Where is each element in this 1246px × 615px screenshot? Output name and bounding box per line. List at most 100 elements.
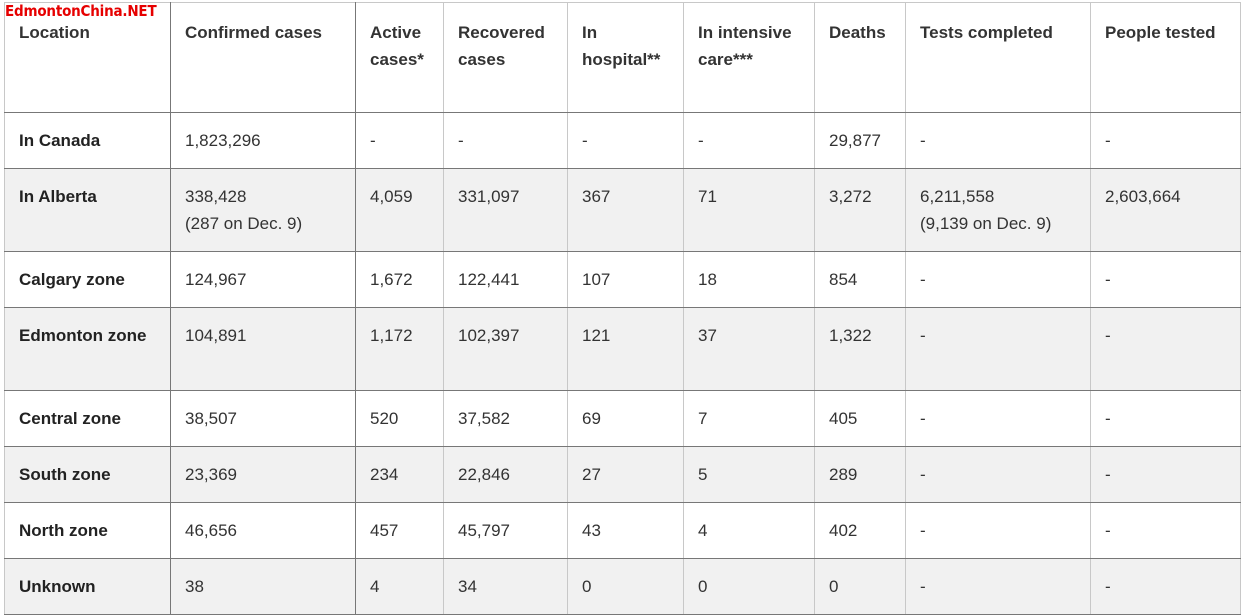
row-confirmed-note: (287 on Dec. 9) [185, 214, 303, 233]
row-confirmed-value: 38 [185, 577, 204, 596]
row-confirmed-cell: 38 [170, 558, 356, 615]
row-location-cell: South zone [4, 446, 171, 503]
row-deaths-value: 289 [829, 465, 858, 484]
row-active-cell: 1,172 [355, 307, 444, 391]
row-active-cell: 234 [355, 446, 444, 503]
row-hospital-value: 367 [582, 187, 611, 206]
table-row: South zone 23,369 234 22,846 27 5 289 - - [4, 446, 1241, 503]
row-hospital-value: 69 [582, 409, 601, 428]
row-location-value: In Canada [19, 131, 101, 150]
row-tests-value: - [920, 326, 926, 345]
row-icu-value: - [698, 131, 704, 150]
table-header-row: Location Confirmed cases Active cases* R… [4, 2, 1241, 113]
header-location: Location [4, 2, 171, 113]
row-location-value: Central zone [19, 409, 122, 428]
row-hospital-cell: - [567, 112, 684, 169]
row-icu-cell: 71 [683, 168, 815, 252]
row-hospital-cell: 69 [567, 390, 684, 447]
row-deaths-value: 402 [829, 521, 858, 540]
row-icu-value: 4 [698, 521, 708, 540]
row-deaths-cell: 854 [814, 251, 906, 308]
table-row: In Alberta 338,428 (287 on Dec. 9) 4,059 331… [4, 168, 1241, 252]
row-tested-cell: - [1090, 307, 1241, 391]
row-icu-cell: 37 [683, 307, 815, 391]
row-icu-value: 7 [698, 409, 708, 428]
row-recovered-value: 37,582 [458, 409, 510, 428]
row-tested-cell: - [1090, 112, 1241, 169]
header-intensive-care: In intensive care*** [683, 2, 815, 113]
row-deaths-value: 29,877 [829, 131, 881, 150]
row-confirmed-value: 124,967 [185, 270, 247, 289]
row-hospital-cell: 107 [567, 251, 684, 308]
row-deaths-cell: 402 [814, 502, 906, 559]
row-deaths-value: 1,322 [829, 326, 872, 345]
row-confirmed-cell: 38,507 [170, 390, 356, 447]
row-deaths-cell: 289 [814, 446, 906, 503]
table-row: Unknown 38 4 34 0 0 0 - - [4, 558, 1241, 615]
row-tested-value: - [1105, 577, 1111, 596]
row-hospital-value: 121 [582, 326, 611, 345]
row-confirmed-cell: 23,369 [170, 446, 356, 503]
row-tested-value: - [1105, 326, 1111, 345]
row-tested-value: - [1105, 270, 1111, 289]
row-location-cell: North zone [4, 502, 171, 559]
row-deaths-value: 0 [829, 577, 839, 596]
row-confirmed-cell: 104,891 [170, 307, 356, 391]
row-tests-value: - [920, 521, 926, 540]
row-active-value: 4,059 [370, 187, 413, 206]
row-confirmed-value: 38,507 [185, 409, 237, 428]
row-tested-value: 2,603,664 [1105, 187, 1181, 206]
row-tests-cell: - [905, 251, 1091, 308]
row-deaths-value: 405 [829, 409, 858, 428]
row-active-value: 520 [370, 409, 399, 428]
row-icu-value: 71 [698, 187, 717, 206]
row-location-cell: Calgary zone [4, 251, 171, 308]
header-in-hospital: In hospital** [567, 2, 684, 113]
row-confirmed-cell: 1,823,296 [170, 112, 356, 169]
row-hospital-value: 0 [582, 577, 592, 596]
row-location-value: North zone [19, 521, 108, 540]
row-hospital-cell: 43 [567, 502, 684, 559]
row-active-value: 1,172 [370, 326, 413, 345]
row-hospital-cell: 0 [567, 558, 684, 615]
row-recovered-cell: 34 [443, 558, 568, 615]
row-confirmed-value: 46,656 [185, 521, 237, 540]
row-tests-value: - [920, 577, 926, 596]
row-deaths-cell: 405 [814, 390, 906, 447]
row-hospital-cell: 27 [567, 446, 684, 503]
table-row: Edmonton zone 104,891 1,172 102,397 121 37 1,3… [4, 307, 1241, 391]
row-tests-cell: - [905, 558, 1091, 615]
row-tests-cell: - [905, 112, 1091, 169]
row-tested-value: - [1105, 409, 1111, 428]
row-hospital-value: 27 [582, 465, 601, 484]
row-active-cell: 520 [355, 390, 444, 447]
row-active-cell: 4 [355, 558, 444, 615]
row-location-cell: Edmonton zone [4, 307, 171, 391]
row-location-value: In Alberta [19, 187, 97, 206]
row-recovered-value: - [458, 131, 464, 150]
row-tested-value: - [1105, 131, 1111, 150]
row-tests-cell: - [905, 390, 1091, 447]
row-tests-cell: - [905, 446, 1091, 503]
header-people-tested: People tested [1090, 2, 1241, 113]
row-tests-cell: - [905, 502, 1091, 559]
row-deaths-cell: 29,877 [814, 112, 906, 169]
row-confirmed-value: 104,891 [185, 326, 247, 345]
table-row: North zone 46,656 457 45,797 43 4 402 - - [4, 502, 1241, 559]
header-confirmed-cases: Confirmed cases [170, 2, 356, 113]
row-location-value: Calgary zone [19, 270, 125, 289]
row-tested-cell: - [1090, 446, 1241, 503]
site-watermark: EdmontonChina.NET [5, 2, 157, 20]
row-tests-cell: 6,211,558 (9,139 on Dec. 9) [905, 168, 1091, 252]
row-confirmed-value: 23,369 [185, 465, 237, 484]
row-tests-note: (9,139 on Dec. 9) [920, 214, 1052, 233]
row-active-value: 457 [370, 521, 399, 540]
row-active-cell: 4,059 [355, 168, 444, 252]
header-tests-completed: Tests completed [905, 2, 1091, 113]
row-active-value: 4 [370, 577, 380, 596]
row-location-value: South zone [19, 465, 111, 484]
covid-cases-table: Location Confirmed cases Active cases* R… [4, 2, 1241, 615]
row-recovered-cell: 102,397 [443, 307, 568, 391]
table-row: In Canada 1,823,296 - - - - 29,877 - - [4, 112, 1241, 169]
table-row: Central zone 38,507 520 37,582 69 7 405 - - [4, 390, 1241, 447]
